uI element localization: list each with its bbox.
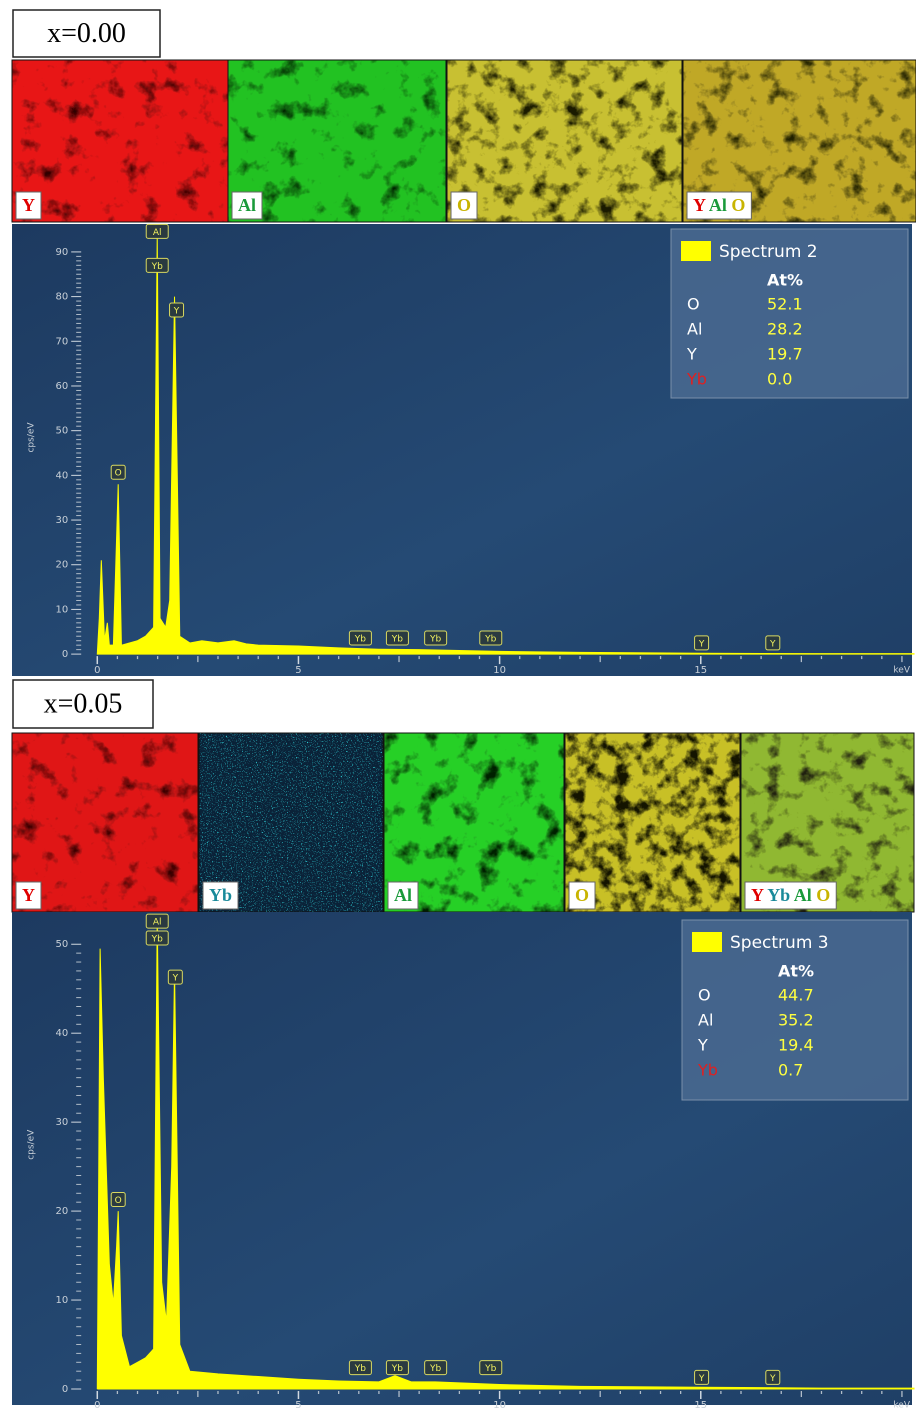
y-tick-label: 0 <box>62 649 68 660</box>
atomic-percent: 0.7 <box>778 1061 803 1080</box>
legend-entry: Spectrum 2 <box>719 242 818 262</box>
map-label-part: Al <box>709 195 727 215</box>
y-tick-label: 20 <box>55 560 68 571</box>
y-tick-label: 10 <box>55 1295 68 1306</box>
map-label-part: Yb <box>209 885 232 905</box>
element-name: Al <box>687 320 702 339</box>
panel-label: x=0.05 <box>44 688 123 719</box>
element-name: Y <box>697 1036 708 1055</box>
peak-label: Y <box>769 639 776 649</box>
atomic-percent: 28.2 <box>767 320 803 339</box>
x-tick-label: 5 <box>295 665 301 676</box>
peak-label: Yb <box>354 1364 366 1374</box>
atomic-percent: 0.0 <box>767 370 792 389</box>
peak-label: Al <box>153 228 162 238</box>
map-label-part: Y <box>22 885 35 905</box>
peak-label: Yb <box>429 1364 441 1374</box>
map-label-part: O <box>816 885 830 905</box>
y-tick-label: 50 <box>55 426 68 437</box>
map-label: Y <box>22 195 35 215</box>
x-axis-label: keV <box>893 666 910 676</box>
y-tick-label: 40 <box>55 1028 68 1039</box>
peak-label: Y <box>698 639 705 649</box>
map-label-part: O <box>575 885 589 905</box>
atomic-percent: 44.7 <box>778 986 814 1005</box>
element-name: Yb <box>697 1061 718 1080</box>
map-label-part: O <box>731 195 745 215</box>
peak-label: Yb <box>391 1364 403 1374</box>
element-name: Y <box>686 345 697 364</box>
peak-label: Al <box>153 918 162 928</box>
y-tick-label: 50 <box>55 939 68 950</box>
x-tick-label: 15 <box>694 1400 707 1409</box>
map-label: Al <box>238 195 256 215</box>
element-name: O <box>687 295 700 314</box>
x-tick-label: 0 <box>94 1400 100 1409</box>
panel-label: x=0.00 <box>47 18 126 49</box>
peak-label: Yb <box>391 635 403 645</box>
peak-label: O <box>115 469 122 479</box>
peak-label: Y <box>172 974 179 984</box>
atomic-percent: 52.1 <box>767 295 803 314</box>
legend-entry: Spectrum 3 <box>730 933 829 953</box>
y-tick-label: 80 <box>55 292 68 303</box>
element-map <box>447 60 682 222</box>
y-tick-label: 30 <box>55 515 68 526</box>
peak-label: O <box>115 1196 122 1206</box>
map-label: Y Yb Al O <box>751 885 830 905</box>
map-label: O <box>575 885 589 905</box>
y-axis-label: cps/eV <box>27 1129 37 1160</box>
y-axis-label: cps/eV <box>27 422 37 453</box>
y-tick-label: 10 <box>55 604 68 615</box>
peak-label: Yb <box>151 935 163 945</box>
map-label-part: Y <box>22 195 35 215</box>
atomic-percent: 19.7 <box>767 345 803 364</box>
y-tick-label: 40 <box>55 470 68 481</box>
atomic-percent: 19.4 <box>778 1036 814 1055</box>
composition-header: At% <box>767 271 803 290</box>
map-label: Y Al O <box>693 195 745 215</box>
peak-label: Y <box>173 307 180 317</box>
element-name: Al <box>698 1011 713 1030</box>
peak-label: Yb <box>484 1364 496 1374</box>
element-name: Yb <box>686 370 707 389</box>
x-tick-label: 10 <box>493 1400 506 1409</box>
peak-label: Y <box>769 1374 776 1384</box>
map-label: Y <box>22 885 35 905</box>
x-tick-label: 15 <box>694 665 707 676</box>
map-label: Al <box>394 885 412 905</box>
map-label-part: Al <box>238 195 256 215</box>
map-label-part: O <box>457 195 471 215</box>
peak-label: Yb <box>151 262 163 272</box>
composition-header: At% <box>778 962 814 981</box>
legend-swatch <box>692 932 722 952</box>
peak-label: Yb <box>354 635 366 645</box>
x-axis-label: keV <box>893 1400 910 1409</box>
x-tick-label: 10 <box>493 665 506 676</box>
y-tick-label: 20 <box>55 1206 68 1217</box>
map-label-part: Y <box>751 885 764 905</box>
atomic-percent: 35.2 <box>778 1011 814 1030</box>
map-label-part: Al <box>794 885 812 905</box>
y-tick-label: 30 <box>55 1117 68 1128</box>
map-label: Yb <box>209 885 232 905</box>
peak-label: Y <box>698 1374 705 1384</box>
y-tick-label: 60 <box>55 381 68 392</box>
element-name: O <box>698 986 711 1005</box>
y-tick-label: 0 <box>62 1384 68 1395</box>
peak-label: Yb <box>484 635 496 645</box>
map-label-part: Al <box>394 885 412 905</box>
y-tick-label: 90 <box>55 247 68 258</box>
map-label-part: Y <box>693 195 706 215</box>
x-tick-label: 0 <box>94 665 100 676</box>
y-tick-label: 70 <box>55 336 68 347</box>
map-label: O <box>457 195 471 215</box>
legend-swatch <box>681 241 711 261</box>
map-label-part: Yb <box>767 885 790 905</box>
element-map <box>12 60 228 222</box>
peak-label: Yb <box>429 635 441 645</box>
figure: x=0.00YAlOY Al Ox=0.05YYbAlOY Yb Al O010… <box>0 0 916 1409</box>
x-tick-label: 5 <box>295 1400 301 1409</box>
